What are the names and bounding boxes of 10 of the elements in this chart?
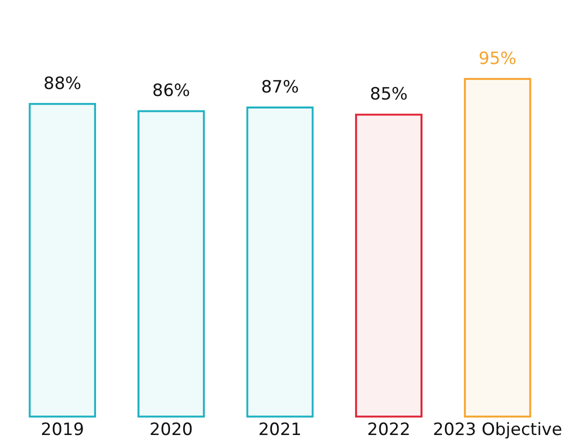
x-tick-label: 2020 (150, 420, 193, 440)
x-tick-label: 2021 (258, 420, 302, 440)
data-label: 95% (478, 48, 516, 69)
x-tick-label: 2023 Objective (432, 420, 562, 440)
data-label: 86% (152, 80, 190, 101)
x-tick-label: 2019 (40, 420, 84, 440)
x-tick-label: 2022 (367, 420, 410, 440)
data-label: 85% (370, 84, 408, 105)
data-label: 88% (43, 74, 82, 94)
data-label: 87% (261, 77, 299, 98)
